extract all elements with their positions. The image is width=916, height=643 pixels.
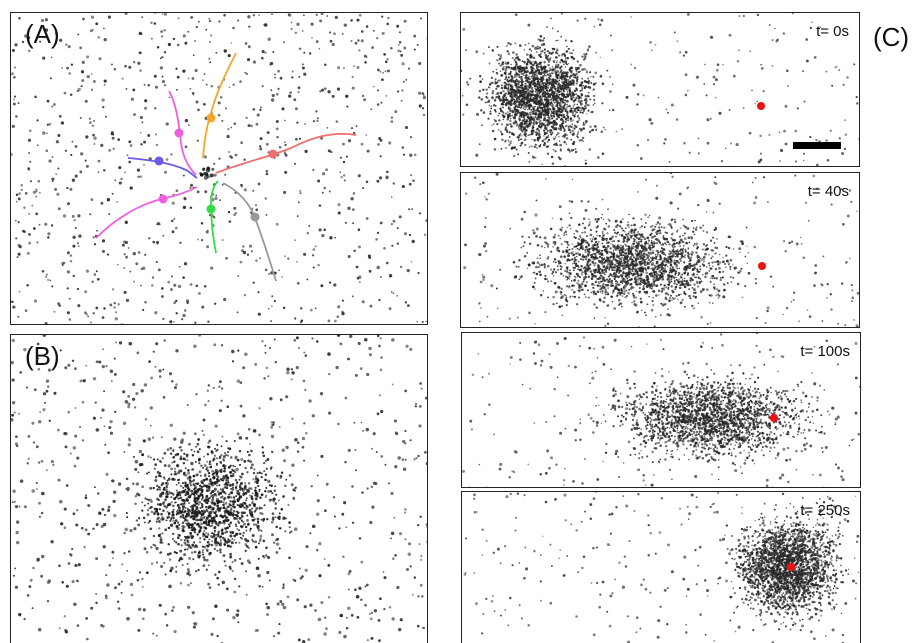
- frame-t0: t= 0s: [460, 12, 860, 167]
- frame-time-label: t= 100s: [800, 343, 850, 360]
- panel-b-label: (B): [25, 341, 60, 371]
- frame-t40-image: [463, 173, 859, 327]
- frame-t0-image: [461, 13, 859, 166]
- panel-a-label: (A): [25, 19, 60, 49]
- frame-t100-image: [462, 333, 860, 487]
- frame-t100: t= 100s: [461, 332, 861, 488]
- panel-b-image: (B): [10, 334, 428, 643]
- frame-time-label: t= 250s: [800, 502, 850, 519]
- panel-a-image: (A): [10, 12, 428, 325]
- panel-c-label: (C): [873, 22, 910, 52]
- frame-time-label: t= 0s: [816, 23, 849, 40]
- frame-time-label: t= 40s: [807, 183, 849, 200]
- frame-t250: t= 250s: [461, 491, 861, 643]
- panel-a-scatter: [11, 13, 427, 324]
- frame-t250-image: [463, 492, 860, 643]
- panel-b-scatter: [11, 335, 427, 643]
- frame-t40: t= 40s: [460, 172, 860, 328]
